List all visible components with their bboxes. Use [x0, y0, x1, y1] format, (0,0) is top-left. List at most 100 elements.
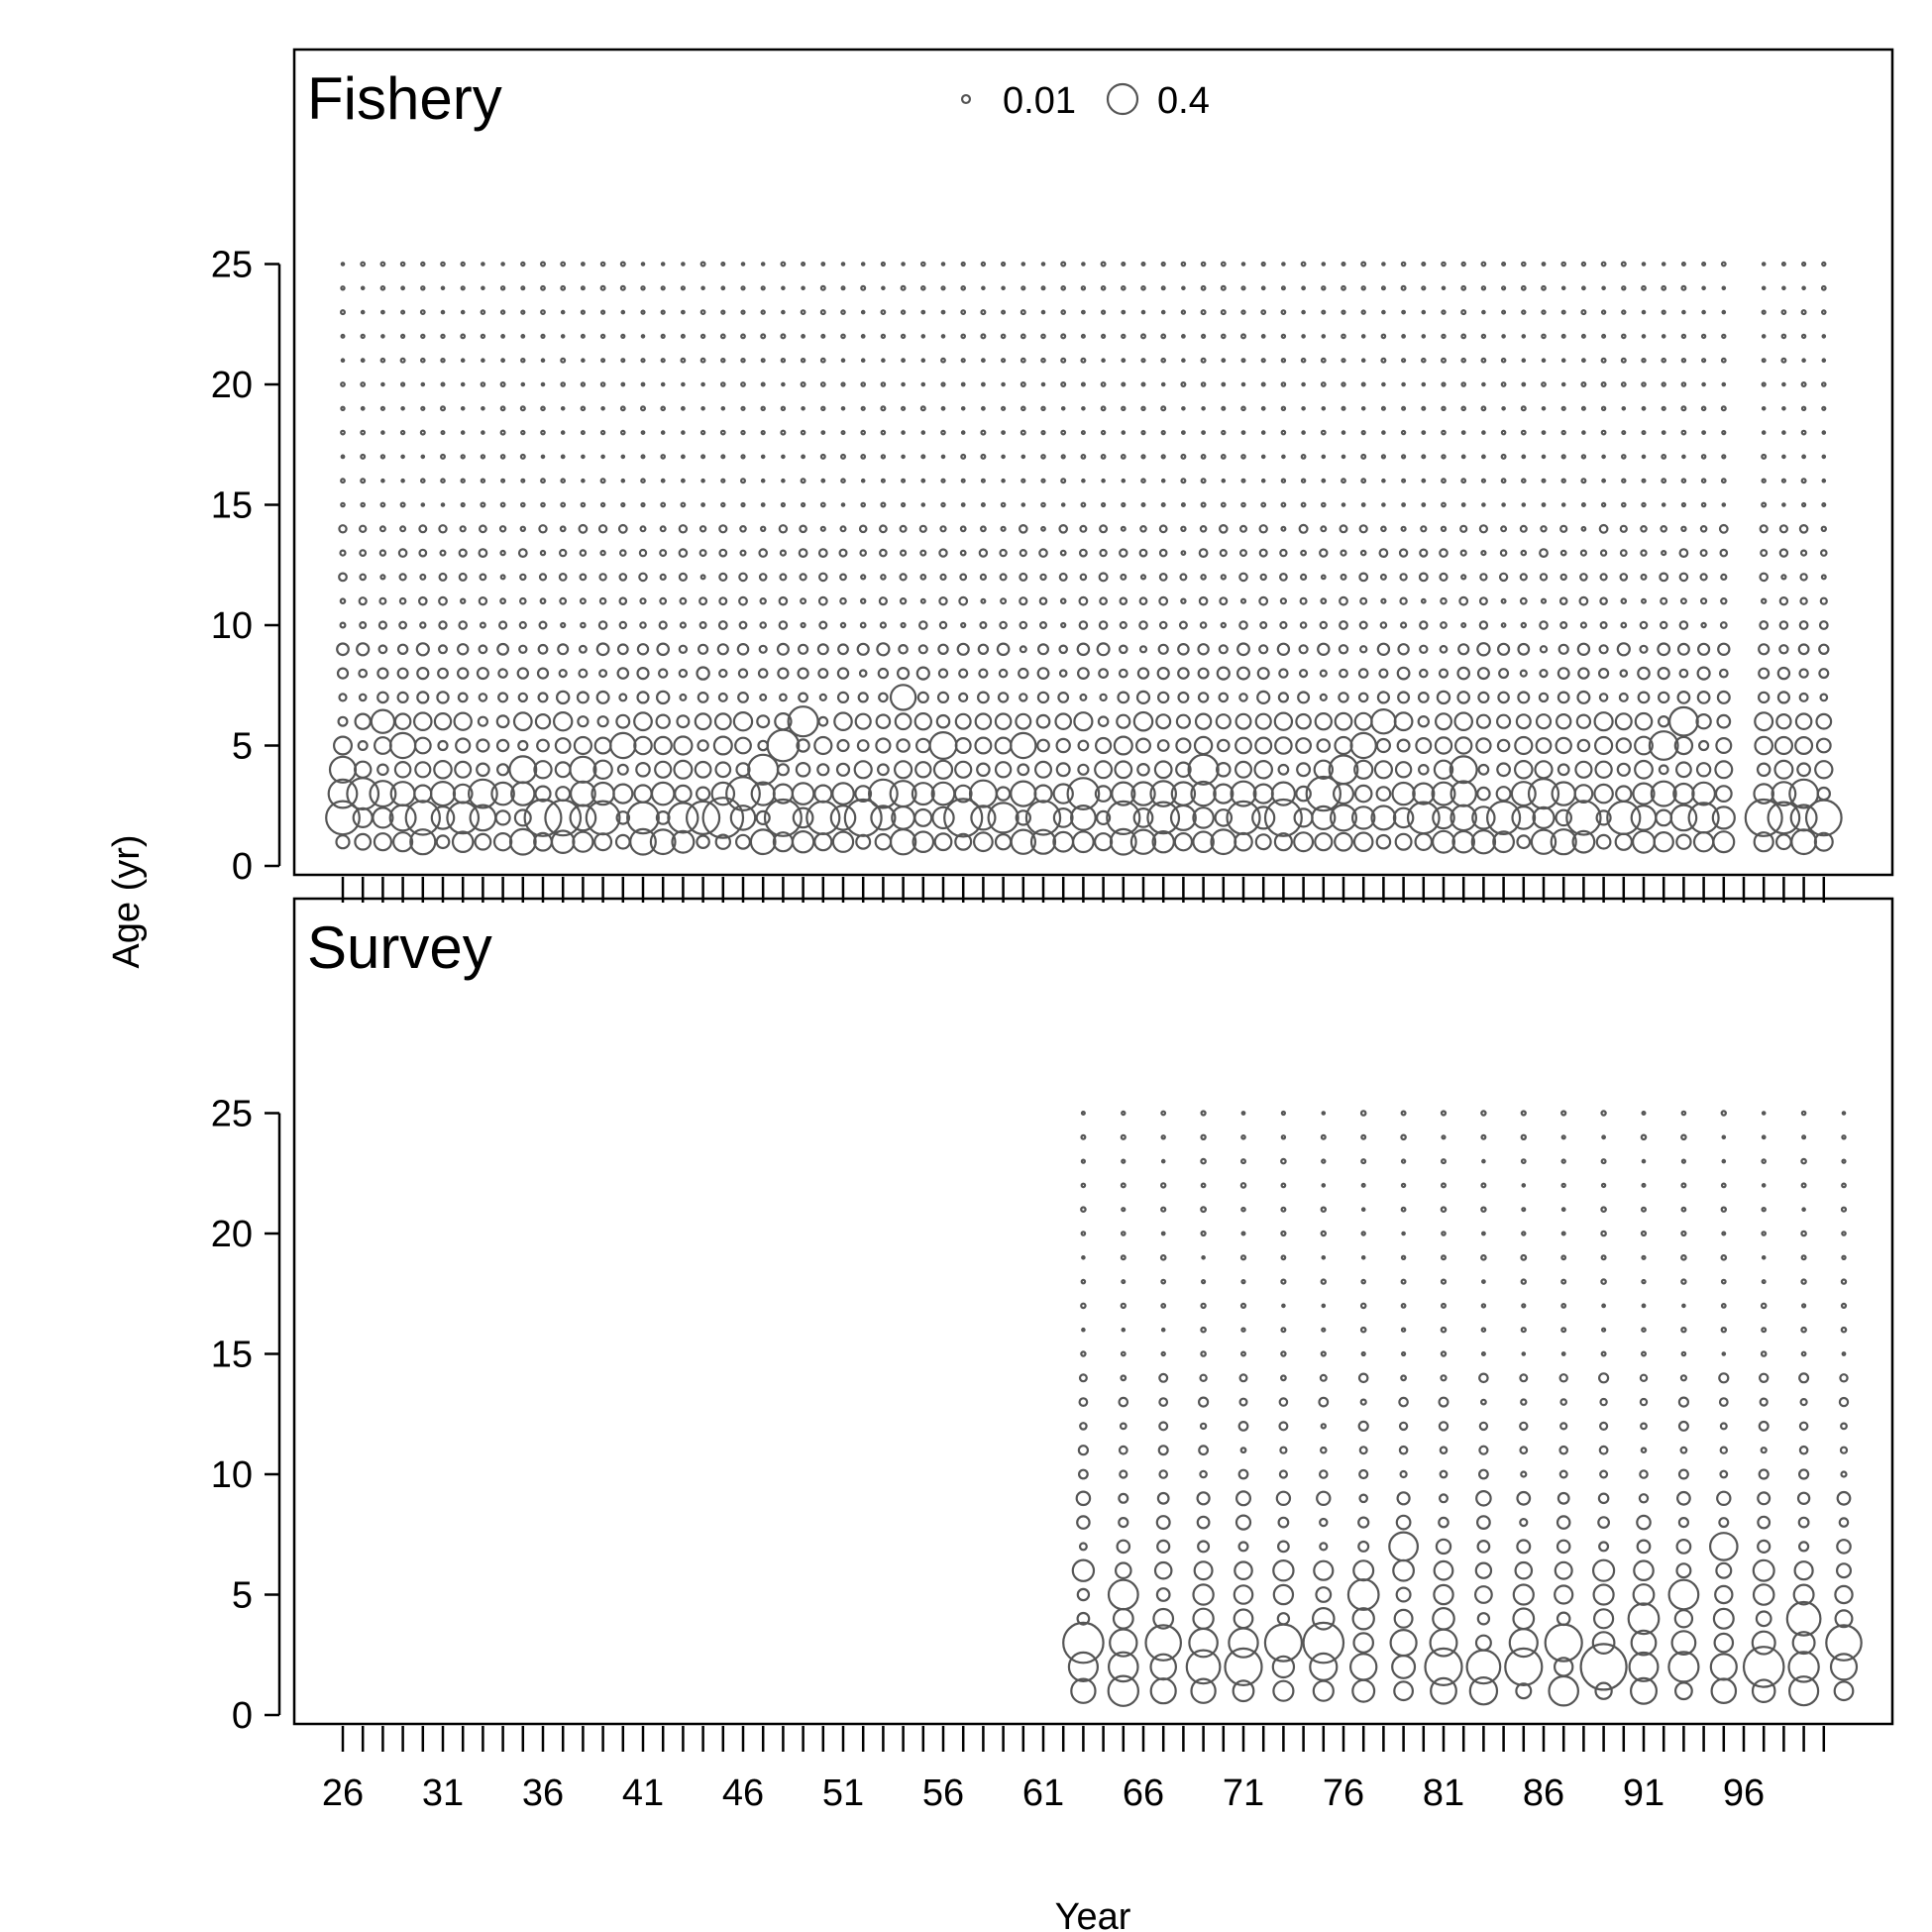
bubble: [717, 692, 728, 702]
bubble: [1720, 1302, 1727, 1309]
bubble: [459, 525, 467, 533]
bubble: [760, 405, 766, 411]
bubble: [1240, 1231, 1246, 1236]
bubble: [980, 597, 987, 604]
bubble: [1400, 1158, 1407, 1164]
bubble: [560, 261, 567, 268]
bubble: [1234, 1560, 1253, 1580]
bubble: [538, 573, 548, 582]
bubble: [640, 454, 646, 460]
bubble: [325, 800, 361, 836]
bubble: [1535, 737, 1553, 754]
bubble: [1276, 1612, 1291, 1626]
bubble: [1429, 1628, 1458, 1658]
bubble: [1661, 381, 1666, 387]
bubble: [968, 779, 998, 808]
bubble: [1160, 1278, 1167, 1285]
bubble: [1160, 309, 1166, 315]
bubble: [499, 574, 506, 581]
bubble: [977, 643, 990, 656]
x-tick-label: 61: [1022, 1772, 1064, 1814]
bubble: [1421, 430, 1427, 436]
bubble: [388, 731, 417, 760]
bubble: [839, 621, 847, 629]
bubble: [1813, 831, 1834, 852]
bubble: [455, 737, 472, 754]
bubble: [839, 453, 846, 460]
bubble: [1400, 358, 1407, 364]
bubble: [580, 501, 587, 508]
bubble: [1756, 762, 1771, 778]
bubble: [512, 711, 533, 732]
bubble: [1260, 381, 1266, 387]
bubble: [1175, 713, 1192, 729]
bubble: [1471, 805, 1496, 830]
bubble: [1720, 405, 1727, 412]
bubble: [1234, 831, 1253, 852]
bubble: [1400, 1350, 1407, 1357]
bubble: [734, 833, 751, 850]
bubble: [1680, 1326, 1687, 1334]
bubble: [1001, 478, 1006, 483]
bubble: [1118, 668, 1128, 679]
bubble: [1591, 1558, 1616, 1582]
bubble: [1160, 1327, 1166, 1333]
bubble: [1719, 1469, 1729, 1479]
bubble: [1641, 262, 1647, 267]
bubble: [1160, 1206, 1167, 1213]
bubble: [1520, 1327, 1527, 1334]
bubble: [420, 285, 426, 291]
bubble: [1175, 737, 1192, 754]
bubble: [1160, 405, 1167, 412]
bubble: [1620, 621, 1628, 629]
bubble: [598, 596, 607, 605]
bubble: [1571, 829, 1596, 854]
bubble: [1398, 1421, 1409, 1432]
bubble: [940, 357, 946, 364]
bubble: [393, 712, 412, 730]
bubble: [1121, 333, 1127, 340]
bubble: [1401, 381, 1406, 387]
bubble: [1521, 1231, 1527, 1236]
bubble: [1760, 549, 1769, 558]
bubble: [1320, 1206, 1328, 1213]
bubble: [1712, 1607, 1735, 1630]
bubble: [994, 761, 1013, 779]
bubble: [1305, 775, 1342, 812]
bubble: [560, 357, 567, 364]
bubble: [340, 309, 347, 316]
bubble: [1399, 573, 1408, 582]
bubble: [1080, 285, 1087, 291]
bubble: [937, 643, 949, 656]
bubble: [1758, 667, 1771, 680]
bubble: [763, 798, 803, 837]
bubble: [667, 802, 699, 834]
bubble: [1393, 711, 1414, 732]
bubble: [1641, 1303, 1647, 1309]
bubble: [1359, 596, 1368, 605]
bubble: [1560, 1327, 1567, 1334]
bubble: [1199, 524, 1208, 533]
bubble: [1681, 309, 1686, 315]
bubble: [540, 381, 546, 387]
bubble: [499, 597, 507, 605]
bubble: [1060, 357, 1067, 364]
bubble: [1481, 381, 1486, 387]
bubble: [1480, 549, 1487, 557]
bubble: [1078, 620, 1089, 630]
bubble: [1253, 759, 1273, 780]
bubble: [680, 501, 687, 508]
bubble: [1797, 1541, 1810, 1553]
bubble: [1580, 285, 1586, 291]
bubble: [1280, 1230, 1287, 1237]
bubble: [1000, 525, 1007, 532]
bubble: [1280, 1157, 1287, 1165]
bubble: [1541, 284, 1547, 291]
bubble: [1297, 691, 1311, 704]
bubble: [700, 478, 705, 483]
bubble: [900, 405, 907, 411]
bubble: [1761, 1231, 1768, 1236]
bubble: [720, 358, 726, 364]
bubble: [1312, 1607, 1336, 1631]
bubble: [615, 713, 631, 729]
